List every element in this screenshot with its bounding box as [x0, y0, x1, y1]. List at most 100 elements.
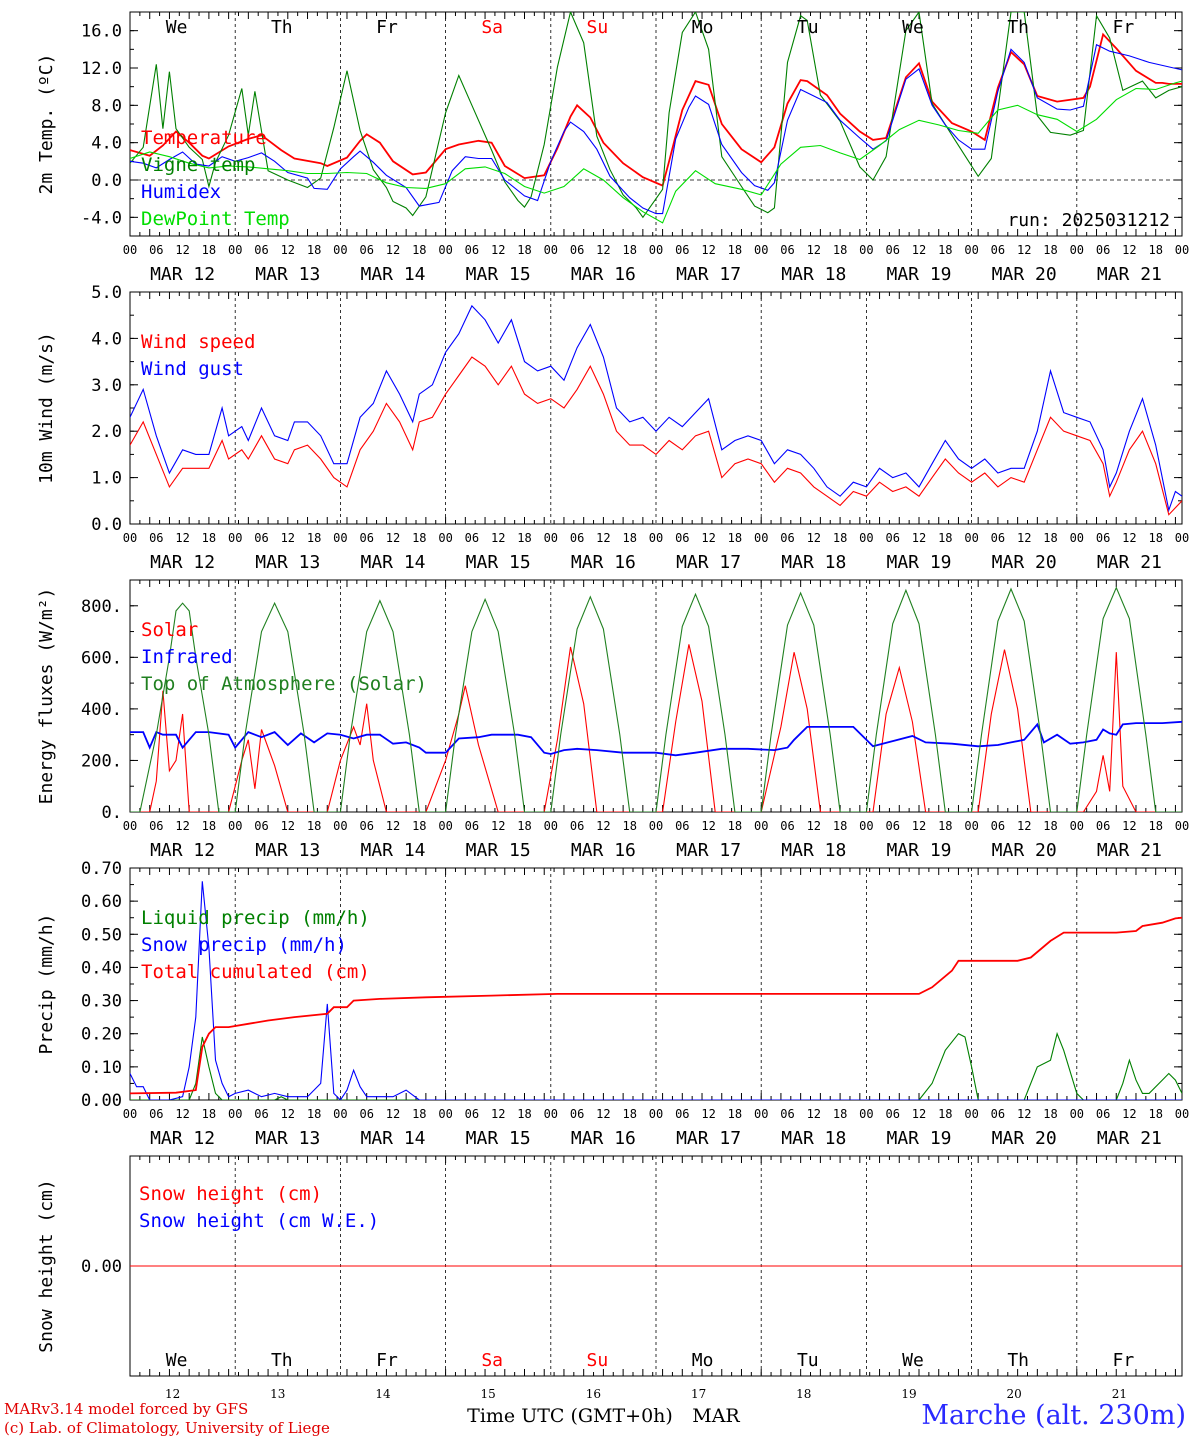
- y-tick-label: 0.: [102, 803, 122, 823]
- date-label: MAR 16: [571, 264, 636, 285]
- date-label: MAR 16: [571, 840, 636, 861]
- hour-tick-label: 06: [359, 243, 373, 257]
- hour-tick-label: 06: [675, 1107, 689, 1121]
- legend-entry: Solar: [141, 619, 198, 641]
- hour-tick-label: 00: [964, 531, 978, 545]
- hour-tick-label: 00: [649, 243, 663, 257]
- series-line: [130, 1031, 1182, 1100]
- hour-tick-label: 00: [438, 531, 452, 545]
- date-label: MAR 14: [360, 840, 425, 861]
- hour-tick-label: 00: [649, 819, 663, 833]
- date-label: MAR 16: [571, 1128, 636, 1149]
- hour-tick-label: 18: [728, 819, 742, 833]
- hour-tick-label: 18: [517, 243, 531, 257]
- date-label: MAR 18: [781, 840, 846, 861]
- hour-tick-label: 00: [228, 531, 242, 545]
- weekday-label: Su: [587, 1350, 609, 1371]
- date-label: MAR 13: [255, 264, 320, 285]
- weekday-label: Fr: [1113, 1350, 1135, 1371]
- hour-tick-label: 12: [1122, 531, 1136, 545]
- y-tick-label: 0.0: [91, 515, 122, 535]
- hour-tick-label: 06: [465, 531, 479, 545]
- date-label: MAR 13: [255, 552, 320, 573]
- hour-tick-label: 06: [675, 243, 689, 257]
- hour-tick-label: 12: [807, 1107, 821, 1121]
- y-tick-label: 0.00: [81, 1091, 122, 1111]
- hour-tick-label: 06: [780, 531, 794, 545]
- hour-tick-label: 00: [649, 1107, 663, 1121]
- hour-tick-label: 06: [991, 243, 1005, 257]
- hour-tick-label: 06: [254, 243, 268, 257]
- hour-tick-label: 18: [728, 531, 742, 545]
- weekday-label: Tu: [797, 1350, 819, 1371]
- hour-tick-label: 12: [701, 243, 715, 257]
- hour-tick-label: 00: [438, 243, 452, 257]
- hour-tick-label: 12: [386, 1107, 400, 1121]
- hour-tick-label: 00: [1175, 819, 1189, 833]
- date-label: MAR 21: [1097, 840, 1162, 861]
- hour-tick-label: 18: [412, 243, 426, 257]
- hour-tick-label: 12: [807, 531, 821, 545]
- hour-tick-label: 18: [938, 819, 952, 833]
- hour-tick-label: 06: [359, 531, 373, 545]
- legend-entry: Vigne temp: [141, 154, 255, 176]
- run-label: run: 2025031212: [1007, 210, 1170, 231]
- hour-tick-label: 12: [596, 819, 610, 833]
- date-label: MAR 18: [781, 1128, 846, 1149]
- hour-tick-label: 06: [359, 819, 373, 833]
- hour-tick-label: 12: [491, 531, 505, 545]
- date-label: MAR 18: [781, 264, 846, 285]
- hour-tick-label: 12: [912, 819, 926, 833]
- hour-tick-label: 06: [780, 243, 794, 257]
- hour-tick-label: 12: [912, 531, 926, 545]
- hour-tick-label: 18: [517, 819, 531, 833]
- date-label: MAR 20: [992, 264, 1057, 285]
- day-number-label: 18: [796, 1387, 811, 1401]
- date-label: MAR 17: [676, 840, 741, 861]
- chart-panel-1: 16.0 12.0 8.0 4.0 0.0 -4.0 2m Temp. (ºC) Temper…: [36, 11, 1189, 285]
- date-label: MAR 14: [360, 1128, 425, 1149]
- y-tick-label: 3.0: [91, 376, 122, 396]
- weekday-label: Sa: [481, 17, 503, 38]
- hour-tick-label: 12: [386, 531, 400, 545]
- hour-tick-label: 18: [202, 531, 216, 545]
- hour-tick-label: 00: [649, 531, 663, 545]
- weekday-label: We: [902, 1350, 924, 1371]
- hour-tick-label: 18: [202, 819, 216, 833]
- hour-tick-label: 18: [938, 1107, 952, 1121]
- day-number-label: 15: [481, 1387, 496, 1401]
- hour-tick-label: 12: [1017, 1107, 1031, 1121]
- y-tick-label: 400.: [81, 700, 122, 720]
- date-label: MAR 15: [466, 1128, 531, 1149]
- hour-tick-label: 12: [1017, 243, 1031, 257]
- hour-tick-label: 06: [885, 531, 899, 545]
- day-number-label: 19: [901, 1387, 916, 1401]
- y-axis-label: Precip (mm/h): [36, 914, 57, 1055]
- hour-tick-label: 00: [754, 243, 768, 257]
- date-label: MAR 15: [466, 264, 531, 285]
- series-line: [130, 916, 1182, 1095]
- hour-tick-label: 12: [1122, 1107, 1136, 1121]
- hour-tick-label: 12: [491, 243, 505, 257]
- hour-tick-label: 06: [465, 819, 479, 833]
- date-label: MAR 15: [466, 840, 531, 861]
- day-number-label: 12: [165, 1387, 180, 1401]
- series-line: [130, 43, 1182, 215]
- y-tick-label: 200.: [81, 751, 122, 771]
- hour-tick-label: 00: [1070, 243, 1084, 257]
- date-label: MAR 18: [781, 552, 846, 573]
- y-tick-label: 1.0: [91, 469, 122, 489]
- hour-tick-label: 12: [386, 819, 400, 833]
- day-number-label: 16: [586, 1387, 601, 1401]
- lab-credit: (c) Lab. of Climatology, University of L…: [4, 1419, 330, 1437]
- y-tick-label: 0.70: [81, 859, 122, 879]
- hour-tick-label: 06: [570, 819, 584, 833]
- chart-panel-4: 0.70 0.60 0.50 0.40 0.30 0.20 0.10 0.00 Precip (…: [36, 859, 1189, 1149]
- hour-tick-label: 00: [333, 243, 347, 257]
- hour-tick-label: 00: [1070, 1107, 1084, 1121]
- hour-tick-label: 18: [1148, 819, 1162, 833]
- series-line: [130, 304, 1182, 513]
- hour-tick-label: 18: [833, 1107, 847, 1121]
- hour-tick-label: 06: [254, 819, 268, 833]
- series-line: [130, 644, 1182, 812]
